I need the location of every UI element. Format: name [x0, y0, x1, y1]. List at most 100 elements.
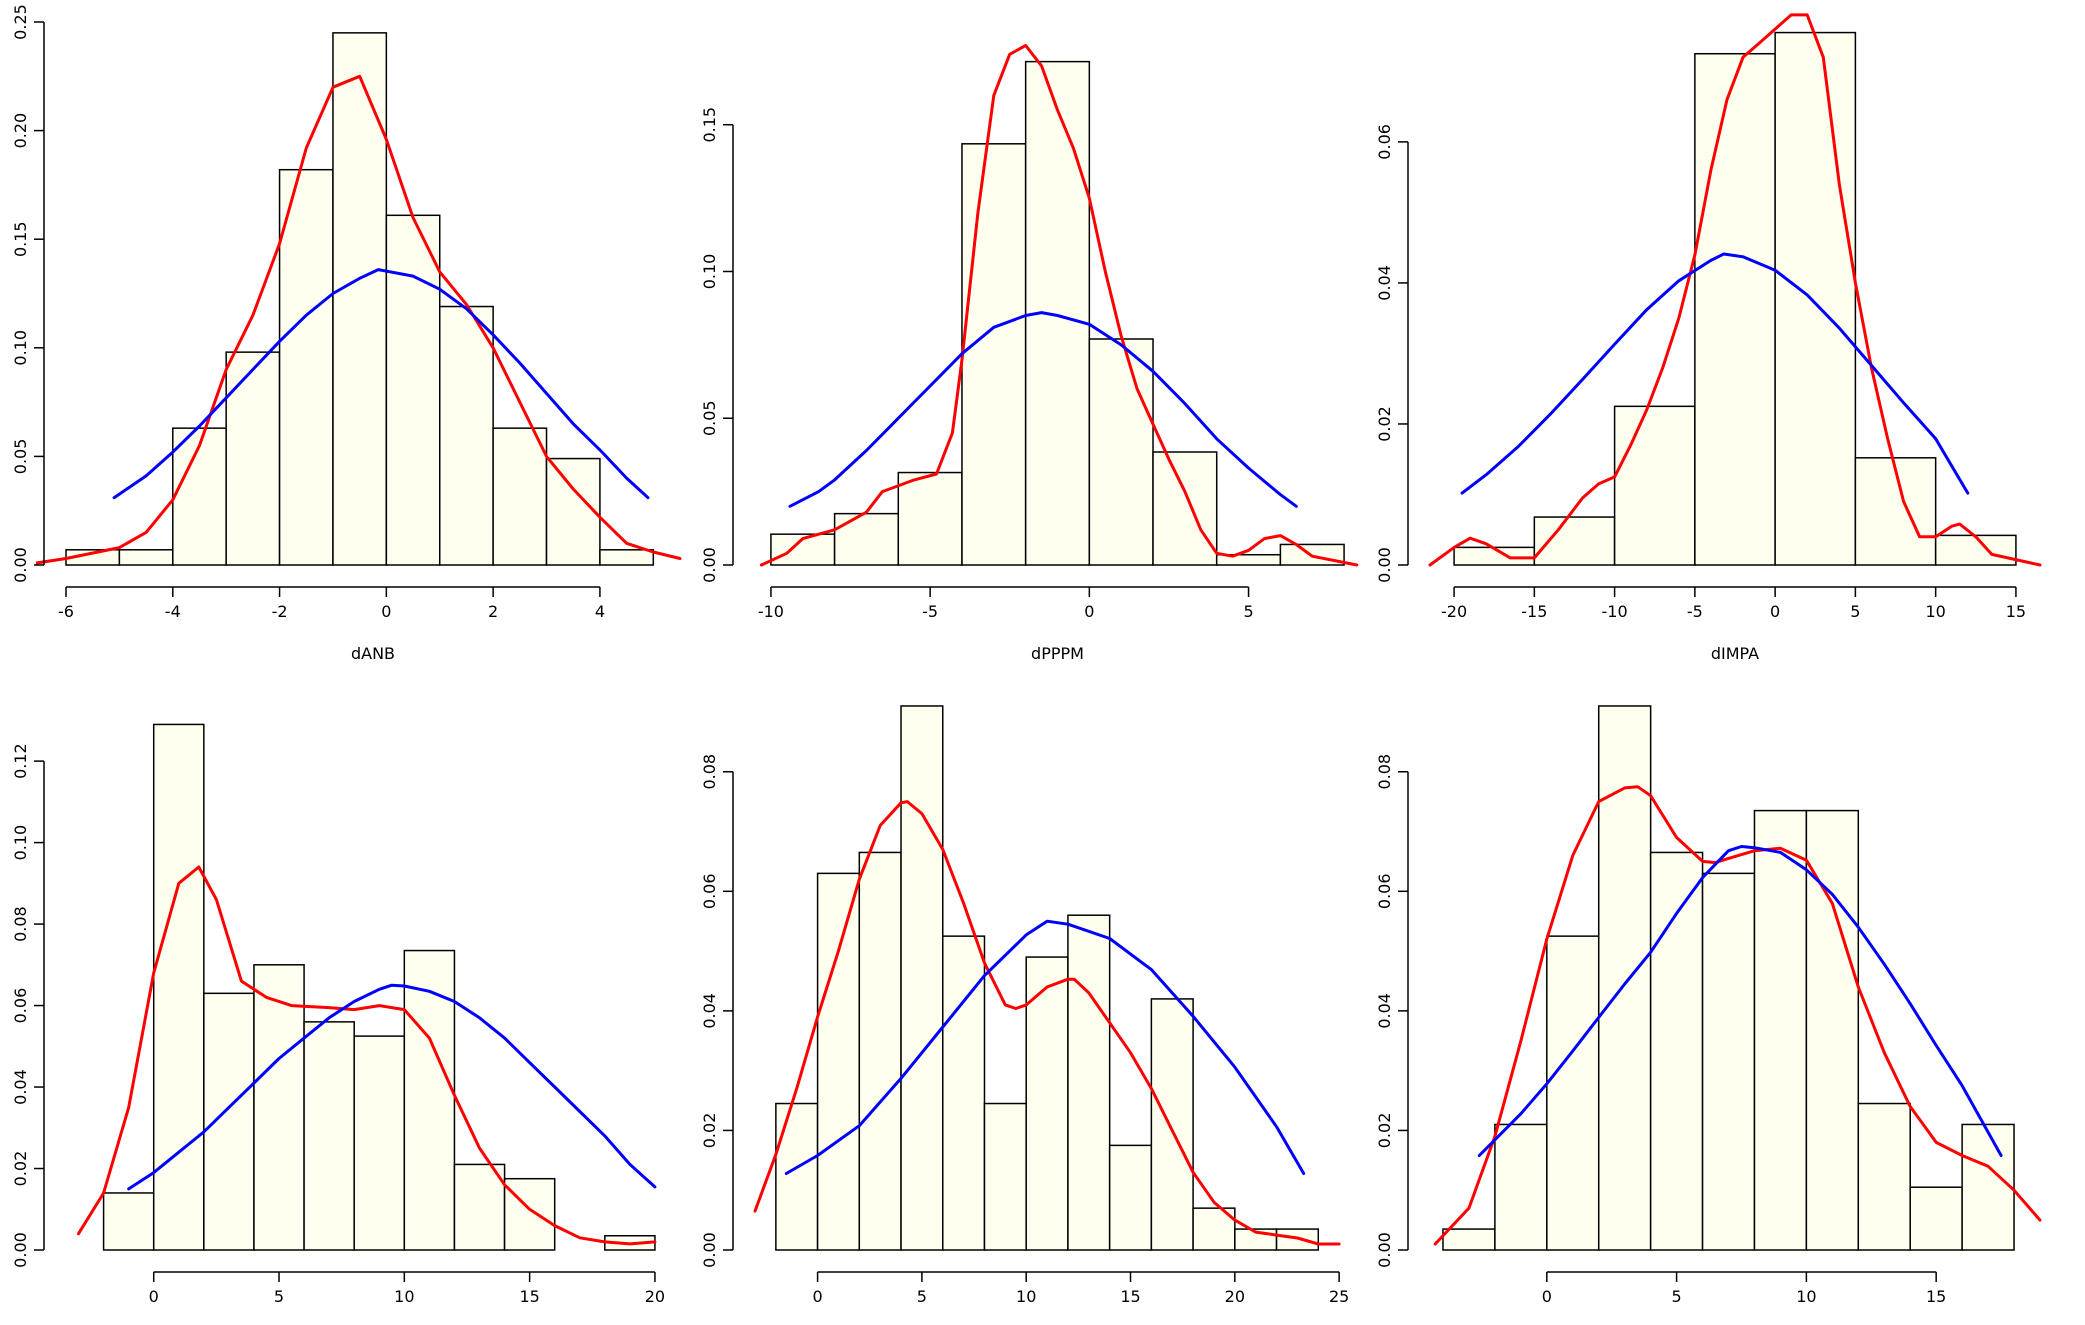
y-tick-label: 0.02 [700, 1113, 719, 1149]
x-axis-label: dPPPM [1031, 644, 1084, 663]
histogram-bar [403, 949, 456, 1251]
x-tick-label: 10 [1796, 1287, 1816, 1306]
kernel-density-curve [759, 44, 1359, 567]
histogram-bar [833, 512, 900, 566]
x-tick-label: -15 [1521, 602, 1547, 621]
x-tick-label: -2 [272, 602, 288, 621]
histogram-bar [1533, 516, 1616, 566]
histogram-bar [1442, 1228, 1496, 1251]
histogram-bar [503, 1177, 556, 1251]
histogram-bar [897, 471, 963, 566]
y-tick-label: 0.04 [11, 1069, 30, 1105]
y-tick-label: 0.00 [11, 547, 30, 583]
histogram-bar [1694, 52, 1776, 566]
histogram-bar [983, 1102, 1027, 1251]
x-tick-label: 20 [645, 1287, 665, 1306]
normal-fit-curve [1477, 845, 2003, 1157]
x-tick-label: 15 [2006, 602, 2026, 621]
y-tick-label: 0.00 [11, 1232, 30, 1268]
histogram-bar [1649, 851, 1704, 1251]
x-tick-label: 20 [1225, 1287, 1245, 1306]
x-tick-label: 10 [394, 1287, 414, 1306]
y-tick-label: 0.00 [700, 1232, 719, 1268]
y-tick-label: 0.02 [1375, 1113, 1394, 1149]
y-tick-label: 0.20 [11, 113, 30, 149]
histogram-panel-dcogo: 051015dCoGo0.000.020.040.060.08 [1375, 705, 2042, 1306]
y-tick-label: 0.10 [11, 330, 30, 366]
y-tick-label: 0.08 [1375, 754, 1394, 790]
y-tick-label: 0.10 [11, 825, 30, 861]
y-tick-label: 0.02 [11, 1151, 30, 1187]
y-tick-label: 0.04 [700, 993, 719, 1029]
normal-fit-curve [788, 311, 1298, 508]
normal-fit-curve [1460, 252, 1970, 495]
histogram-bar [1701, 872, 1756, 1251]
kernel-density-curve [1428, 13, 2042, 567]
y-tick-label: 0.06 [11, 988, 30, 1024]
x-tick-label: 5 [274, 1287, 284, 1306]
y-tick-label: 0.25 [11, 4, 30, 40]
histogram-bar [303, 1021, 355, 1251]
x-tick-label: 2 [488, 602, 498, 621]
histogram-bar [1025, 956, 1069, 1251]
histogram-bar [1546, 935, 1600, 1251]
histogram-panel-dcoa: 05101520dCoA0.000.020.040.060.080.100.12 [11, 723, 665, 1306]
x-tick-label: -20 [1441, 602, 1467, 621]
kernel-density-curve [36, 74, 682, 565]
y-tick-label: 0.04 [1375, 993, 1394, 1029]
x-tick-label: 5 [917, 1287, 927, 1306]
x-tick-label: -4 [165, 602, 181, 621]
histogram-bar [385, 214, 441, 566]
y-tick-label: 0.15 [11, 221, 30, 257]
x-tick-label: -10 [758, 602, 784, 621]
histogram-bar [1909, 1186, 1963, 1251]
y-tick-label: 0.08 [700, 754, 719, 790]
histogram-bar [172, 427, 227, 566]
histogram-panel-danb: -6 -4 -2 0 2 4 dANB 0.00 0.05 0.10 0.15 0.20 0.25 [11, 4, 682, 663]
histogram-bar [900, 705, 944, 1251]
x-tick-label: 15 [519, 1287, 539, 1306]
histogram-bar [118, 549, 174, 566]
histogram-bar [492, 427, 548, 566]
histogram-bar [1613, 405, 1696, 566]
x-tick-label: -5 [1687, 602, 1703, 621]
y-tick-label: 0.05 [700, 400, 719, 436]
histogram-bar [1961, 1123, 2015, 1251]
histogram-bar [225, 351, 281, 566]
x-tick-label: -6 [58, 602, 74, 621]
histogram-bar [1753, 809, 1808, 1251]
histogram-bar [942, 935, 986, 1251]
histogram-bar [353, 1035, 406, 1251]
normal-fit-curve [127, 983, 657, 1191]
histogram-bar [1857, 1102, 1911, 1251]
y-tick-label: 0.05 [11, 439, 30, 475]
histogram-bar [1108, 1144, 1153, 1251]
y-tick-label: 0.00 [1375, 1232, 1394, 1268]
histogram-bar [1150, 998, 1194, 1251]
y-tick-label: 0.10 [700, 254, 719, 290]
x-tick-label: 0 [1084, 602, 1094, 621]
x-tick-label: 5 [1672, 1287, 1682, 1306]
histogram-bar [1088, 338, 1154, 566]
x-tick-label: -10 [1602, 602, 1628, 621]
kernel-density-curve [753, 800, 1341, 1246]
x-axis-label: dIMPA [1711, 644, 1759, 663]
x-tick-label: 15 [1120, 1287, 1140, 1306]
y-tick-label: 0.00 [700, 547, 719, 583]
histogram-bar [1805, 809, 1860, 1251]
x-tick-label: 0 [149, 1287, 159, 1306]
histogram-bar [1152, 451, 1218, 566]
histogram-panel-dpppm: -10 -5 0 5 dPPPM 0.00 0.05 0.10 0.15 [700, 44, 1359, 663]
y-tick-label: 0.04 [1375, 265, 1394, 301]
y-tick-label: 0.06 [1375, 124, 1394, 160]
histogram-panel-dimpa: -20 -15 -10 -5 0 5 10 15 dIMPA 0.00 0.02 0.04 0.06 [1375, 13, 2042, 663]
histogram-bar [253, 964, 305, 1251]
x-tick-label: 15 [1926, 1287, 1946, 1306]
x-tick-label: 5 [1243, 602, 1253, 621]
histogram-bar [102, 1192, 155, 1251]
histogram-bar [453, 1163, 506, 1251]
y-tick-label: 0.02 [1375, 406, 1394, 442]
y-tick-label: 0.00 [1375, 547, 1394, 583]
x-tick-label: 10 [1925, 602, 1945, 621]
